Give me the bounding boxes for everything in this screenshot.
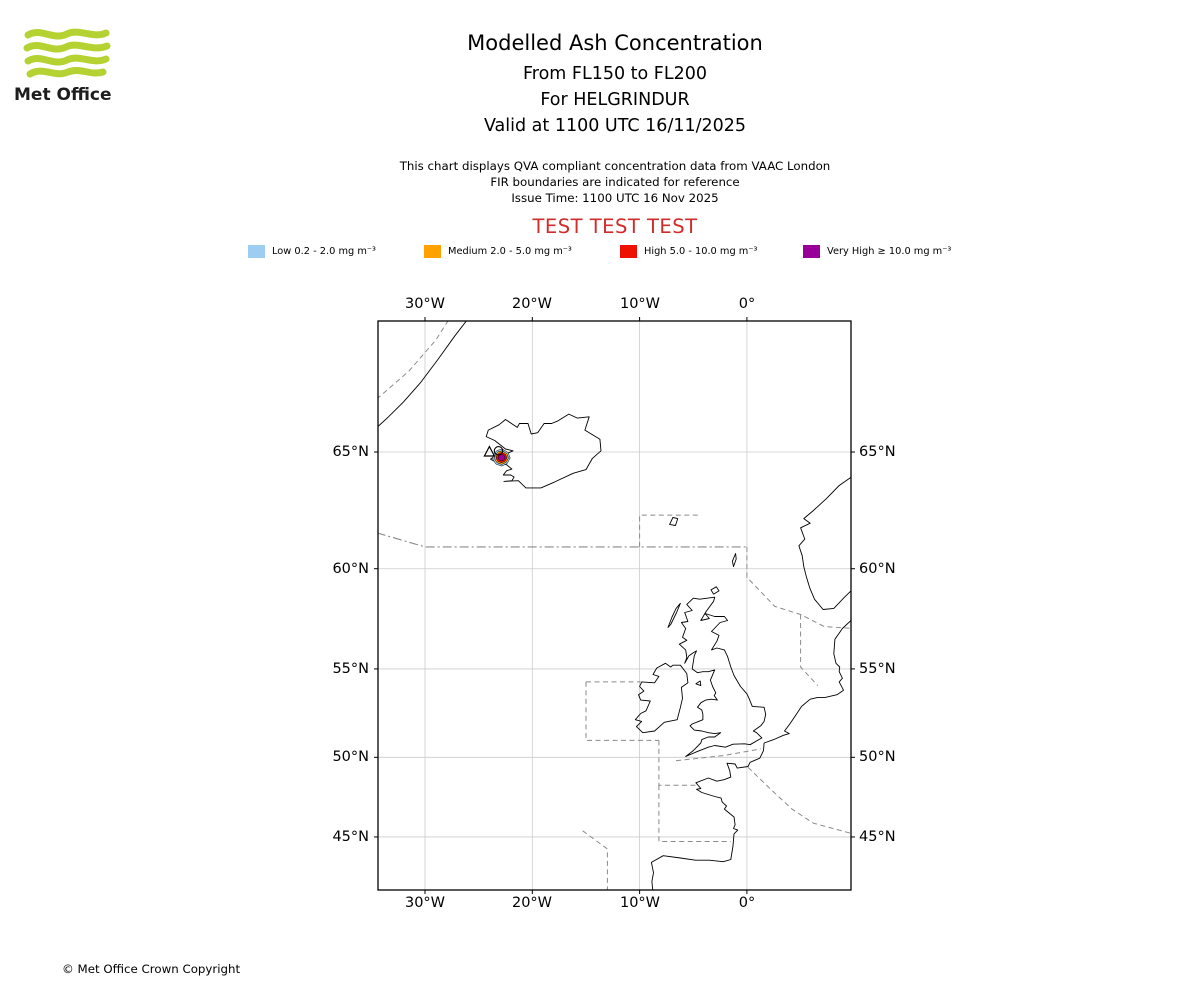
y-tick-label-right: 65°N (859, 444, 896, 460)
copyright-notice: © Met Office Crown Copyright (62, 962, 241, 976)
ash-concentration-map (374, 317, 855, 894)
met-office-logo-text: Met Office (14, 85, 112, 105)
y-tick-label-left: 55°N (332, 661, 369, 677)
x-tick-label-top: 30°W (404, 296, 446, 312)
legend-item-very-high: Very High ≥ 10.0 mg m⁻³ (803, 245, 951, 258)
issue-time: Issue Time: 1100 UTC 16 Nov 2025 (511, 191, 719, 205)
legend-label-low: Low 0.2 - 2.0 mg m⁻³ (272, 246, 376, 257)
x-tick-label-bottom: 20°W (511, 895, 553, 911)
chart-title: Modelled Ash Concentration (467, 31, 763, 55)
x-tick-label-top: 20°W (511, 296, 553, 312)
met-office-logo: Met Office (14, 26, 144, 105)
legend-swatch-medium (424, 245, 441, 258)
y-tick-label-left: 65°N (332, 444, 369, 460)
legend-swatch-high (620, 245, 637, 258)
y-tick-label-right: 55°N (859, 661, 896, 677)
flight-level-line: From FL150 to FL200 (522, 64, 708, 84)
legend-item-medium: Medium 2.0 - 5.0 mg m⁻³ (424, 245, 572, 258)
legend-label-high: High 5.0 - 10.0 mg m⁻³ (644, 246, 758, 257)
y-tick-label-right: 50°N (859, 749, 896, 765)
legend-item-high: High 5.0 - 10.0 mg m⁻³ (620, 245, 757, 258)
legend-swatch-very-high (803, 245, 820, 258)
y-tick-label-left: 60°N (332, 561, 369, 577)
valid-time-line: Valid at 1100 UTC 16/11/2025 (483, 116, 747, 136)
legend-label-medium: Medium 2.0 - 5.0 mg m⁻³ (448, 246, 572, 257)
x-tick-label-top: 0° (738, 296, 756, 312)
met-office-logo-waves (23, 28, 111, 78)
x-tick-label-top: 10°W (619, 296, 661, 312)
test-banner: TEST TEST TEST (532, 215, 698, 238)
x-tick-label-bottom: 10°W (619, 895, 661, 911)
legend-swatch-low (248, 245, 265, 258)
x-tick-label-bottom: 0° (738, 895, 756, 911)
legend-label-very-high: Very High ≥ 10.0 mg m⁻³ (827, 246, 952, 257)
volcano-line: For HELGRINDUR (540, 90, 690, 110)
y-tick-label-right: 60°N (859, 561, 896, 577)
fir-note: FIR boundaries are indicated for referen… (490, 175, 740, 189)
y-tick-label-left: 45°N (332, 829, 369, 845)
y-tick-label-left: 50°N (332, 749, 369, 765)
legend-item-low: Low 0.2 - 2.0 mg m⁻³ (248, 245, 376, 258)
y-tick-label-right: 45°N (859, 829, 896, 845)
qva-note: This chart displays QVA compliant concen… (399, 159, 831, 173)
x-tick-label-bottom: 30°W (404, 895, 446, 911)
